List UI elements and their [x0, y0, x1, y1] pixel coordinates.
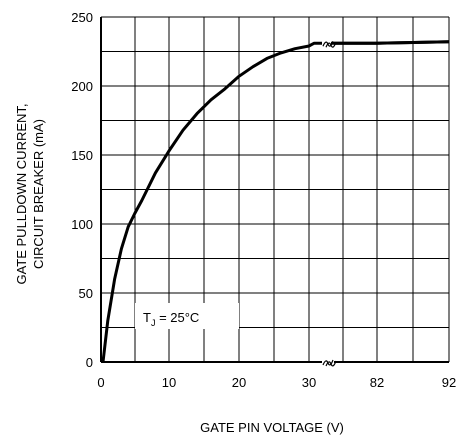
y-tick-label: 50	[79, 286, 93, 301]
x-tick-label: 92	[442, 375, 456, 390]
x-tick-label: 20	[232, 375, 246, 390]
y-tick-label: 100	[71, 217, 93, 232]
axis-break-mark	[325, 360, 337, 367]
series-curve-tail	[330, 40, 450, 45]
y-tick-label: 250	[71, 10, 93, 25]
series-curve	[101, 40, 450, 363]
x-tick-label: 10	[162, 375, 176, 390]
y-tick-labels: 0 50 100 150 200 250	[71, 10, 93, 370]
y-axis-label-line2: CIRCUIT BREAKER (mA)	[31, 119, 46, 269]
x-axis-label: GATE PIN VOLTAGE (V)	[200, 420, 344, 435]
x-tick-label: 82	[370, 375, 384, 390]
x-tick-label: 0	[97, 375, 104, 390]
curve-layer	[101, 40, 450, 363]
annotation-text: TJ = 25°C	[143, 310, 199, 328]
x-tick-labels: 0 10 20 30 82 92	[97, 375, 456, 390]
y-tick-label: 200	[71, 79, 93, 94]
y-tick-label: 150	[71, 148, 93, 163]
y-axis-label-line1: GATE PULLDOWN CURRENT,	[14, 103, 29, 284]
annotation-background	[135, 303, 239, 329]
axis-break-mark	[325, 42, 337, 48]
axis-break-layer	[322, 38, 450, 367]
x-tick-label: 30	[302, 375, 316, 390]
y-tick-label: 0	[86, 355, 93, 370]
